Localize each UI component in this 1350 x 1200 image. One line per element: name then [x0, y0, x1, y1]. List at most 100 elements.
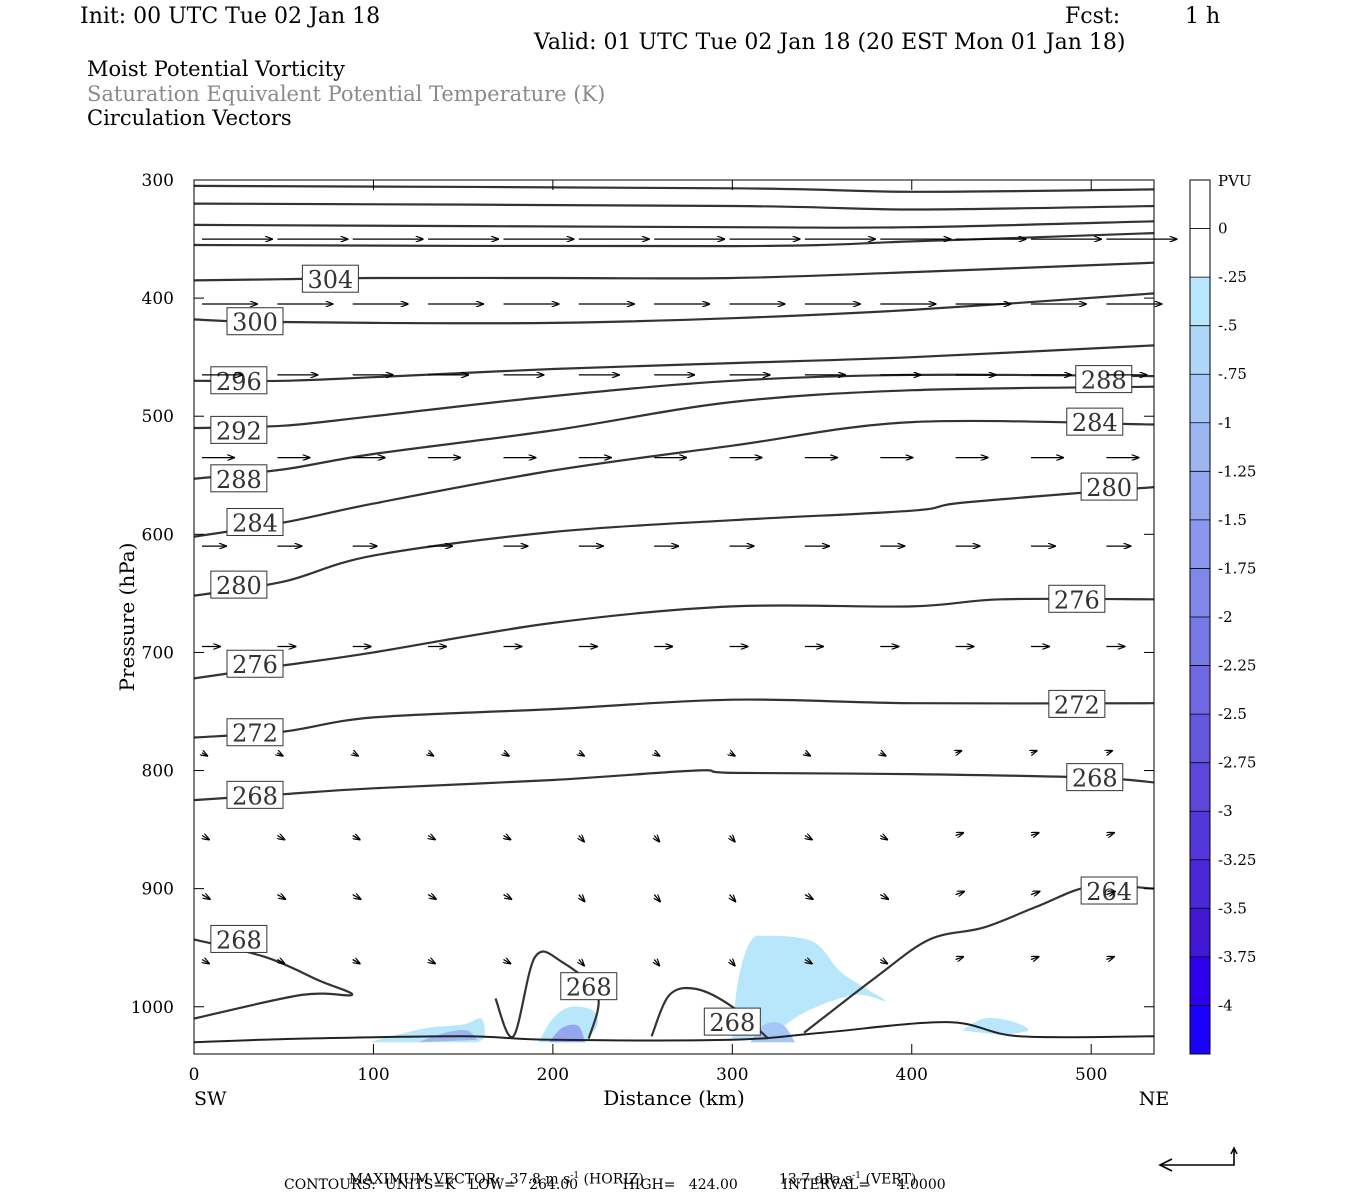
- colorbar-label: -2.25: [1218, 657, 1256, 675]
- vector-arrow: [202, 836, 209, 840]
- footer-max-vector: MAXIMUM VECTOR: 37.8 m s-1 (HORIZ): [340, 1158, 644, 1187]
- colorbar-segment: [1190, 277, 1210, 326]
- colorbar-segment: [1190, 762, 1210, 812]
- vector-arrow: [202, 960, 209, 964]
- contour-label-304: 304: [301, 264, 359, 294]
- contour-layer: 304 300 296 292 288 288 284 284 280 280 276 276 272 2…: [193, 184, 1155, 1044]
- contour-268: [193, 938, 354, 1020]
- contour-label-292: 292: [210, 415, 268, 445]
- contour-label-box: [1080, 472, 1138, 501]
- y-tick-label-600: 600: [142, 525, 174, 545]
- contour-label-276: 276: [226, 649, 284, 679]
- footer-vert: 13.7 dPa s-1 (VERT): [770, 1158, 916, 1187]
- colorbar-segment: [1190, 180, 1210, 229]
- field-theta-es: Saturation Equivalent Potential Temperat…: [87, 82, 606, 106]
- colorbar-segment: [1190, 519, 1210, 569]
- contour-label-268: 268: [560, 972, 618, 1002]
- colorbar-label: -.75: [1218, 365, 1247, 383]
- colorbar-segment: [1190, 908, 1210, 957]
- vector-arrow: [202, 753, 207, 756]
- vector-arrow: [1030, 833, 1039, 836]
- init-time: Init: 00 UTC Tue 02 Jan 18: [80, 4, 381, 29]
- colorbar-segment: [1190, 422, 1210, 472]
- colorbar-segment: [1190, 228, 1210, 278]
- contour-label-text: 272: [232, 720, 278, 748]
- contour-label-box: [226, 649, 284, 678]
- y-tick-label-800: 800: [142, 762, 174, 782]
- contour-label-text: 268: [216, 926, 262, 954]
- mpv-region-large: [732, 935, 886, 1039]
- vector-arrow: [805, 836, 812, 840]
- y-tick-label-400: 400: [142, 289, 174, 309]
- footer-contours: CONTOURS: UNITS=K LOW= 264.00 HIGH= 424.…: [284, 1177, 946, 1193]
- vector-arrow: [579, 836, 584, 842]
- reference-vector-icon: [1158, 1146, 1238, 1172]
- x-tick-label-400: 400: [896, 1065, 928, 1085]
- contour-264: [803, 884, 1155, 1034]
- plot-frame: [193, 179, 1155, 1055]
- vector-arrow: [1031, 751, 1037, 753]
- contour-upper-2: [193, 220, 1155, 229]
- contour-296: [193, 344, 1155, 383]
- colorbar-label: -1.75: [1218, 559, 1256, 577]
- contour-272: [193, 698, 1155, 739]
- colorbar-label: -2.75: [1218, 754, 1256, 772]
- x-end-label-left: SW: [194, 1088, 227, 1110]
- axis-layer: 300 400 500 600 700 800 900 1000 0 100 200 300 400 50…: [115, 171, 1169, 1110]
- contour-label-text: 288: [216, 466, 262, 494]
- y-tick-label-700: 700: [142, 643, 174, 663]
- contour-label-text: 268: [566, 974, 612, 1002]
- vector-arrow: [353, 960, 360, 964]
- contour-284: [193, 419, 1155, 538]
- x-tick-label-0: 0: [189, 1065, 200, 1085]
- contour-upper-1: [193, 202, 1155, 211]
- colorbar-segment: [1190, 325, 1210, 375]
- colorbar-label: -3.75: [1218, 948, 1256, 966]
- vector-arrow: [277, 836, 284, 840]
- colorbar-label: -1: [1218, 414, 1233, 432]
- contour-label-box: [301, 264, 359, 293]
- vector-arrow: [880, 960, 887, 964]
- vector-arrow: [353, 836, 360, 840]
- mpv-core-mid: [549, 1024, 586, 1043]
- y-tick-label-900: 900: [142, 880, 174, 900]
- vector-arrow: [1106, 892, 1114, 895]
- contour-label-text: 292: [216, 417, 262, 445]
- vector-arrow: [730, 960, 735, 966]
- vector-arrow: [730, 895, 736, 902]
- max-vector-text: MAXIMUM VECTOR: 37.8 m s: [348, 1171, 571, 1188]
- contour-280: [193, 486, 1155, 597]
- vector-arrow: [880, 753, 885, 756]
- vector-arrow: [428, 836, 435, 840]
- colorbar-segment: [1190, 568, 1210, 617]
- contour-label-text: 304: [307, 266, 353, 294]
- vector-arrow: [804, 895, 813, 900]
- contour-label-text: 296: [216, 368, 262, 396]
- vector-arrow: [654, 895, 660, 902]
- vector-arrow: [730, 753, 735, 756]
- colorbar-title: PVU: [1218, 172, 1252, 190]
- contour-label-text: 300: [232, 309, 278, 337]
- vert-value: 13.7 dPa s: [778, 1171, 853, 1188]
- contour-label-box: [1066, 763, 1124, 792]
- colorbar-segment: [1190, 471, 1210, 520]
- contour-label-296: 296: [210, 366, 268, 396]
- contour-label-box: [1048, 584, 1106, 613]
- vector-arrow: [955, 957, 964, 960]
- colorbar-label: -3.5: [1218, 899, 1247, 917]
- x-tick-label-300: 300: [716, 1065, 748, 1085]
- vector-arrow: [504, 836, 511, 840]
- vector-arrow: [1106, 957, 1114, 960]
- contour-label-box: [210, 464, 268, 493]
- contour-label-272: 272: [226, 718, 284, 748]
- colorbar-segment: [1190, 374, 1210, 423]
- field-vectors: Circulation Vectors: [87, 106, 292, 130]
- contour-label-text: 264: [1086, 878, 1132, 906]
- contour-label-276: 276: [1048, 584, 1106, 614]
- contour-label-280: 280: [210, 570, 268, 600]
- contour-label-text: 276: [1054, 586, 1100, 614]
- vector-arrow: [880, 836, 887, 840]
- contour-268: [193, 769, 1155, 802]
- x-end-label-right: NE: [1139, 1088, 1170, 1110]
